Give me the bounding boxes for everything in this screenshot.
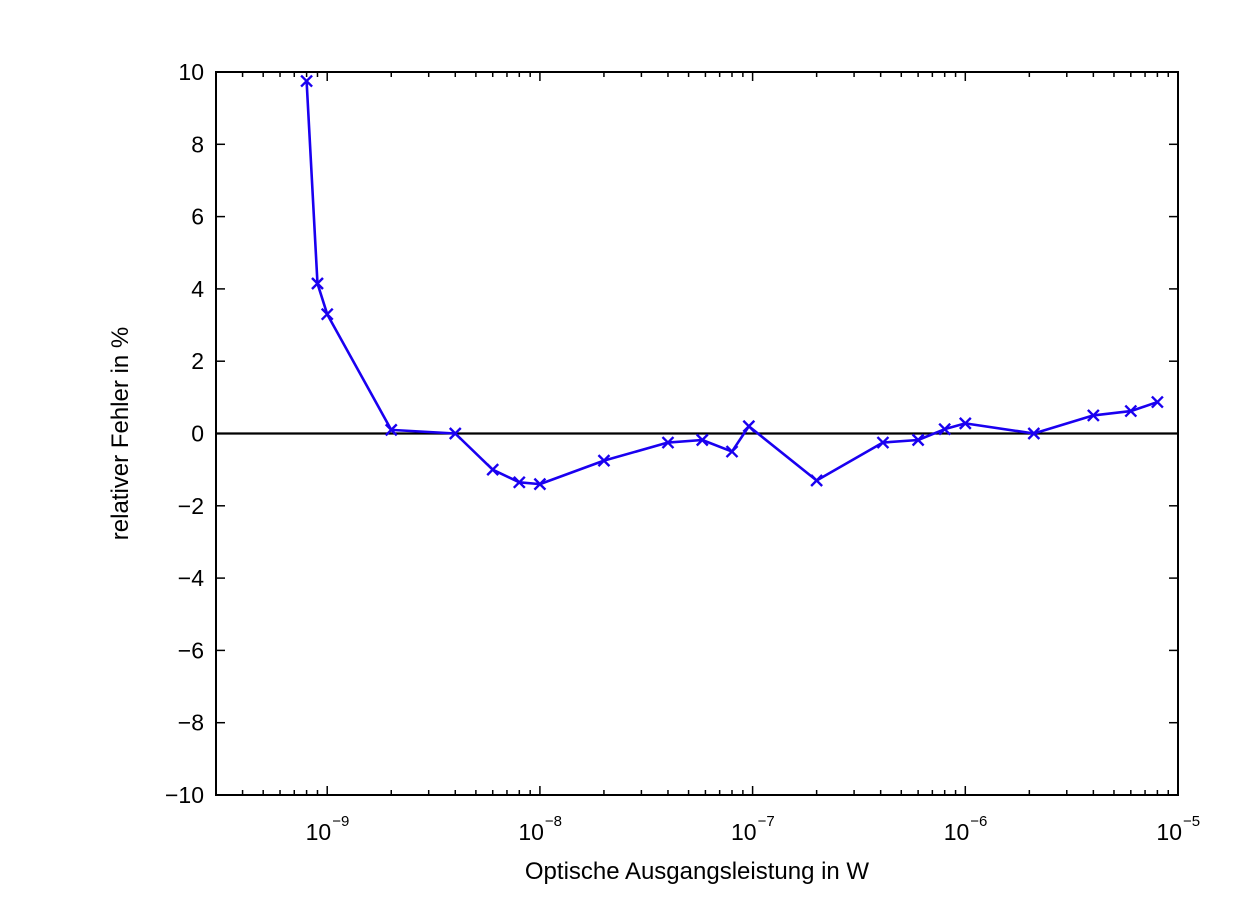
marker-stroke (938, 422, 952, 436)
y-axis-label: relativer Fehler in % (107, 327, 134, 540)
marker-stroke (911, 433, 925, 447)
y-tick-label: −2 (178, 493, 204, 519)
x-tick-label-base: 10 (731, 819, 757, 845)
y-tick-label: 0 (191, 421, 204, 447)
data-point-marker (300, 74, 313, 88)
data-point-marker (911, 433, 925, 447)
y-tick-label: −8 (178, 710, 204, 736)
marker-stroke (1151, 395, 1164, 409)
marker-stroke (742, 419, 756, 433)
x-tick-label-exponent: −7 (758, 813, 775, 830)
marker-stroke (876, 436, 890, 449)
data-point-marker (1151, 395, 1164, 409)
x-tick-label: 10 −9 (306, 813, 350, 845)
marker-stroke (533, 477, 547, 491)
marker-stroke (958, 417, 972, 430)
y-tick-label: −10 (165, 782, 204, 808)
y-tick-label: −6 (178, 637, 204, 663)
x-tick-label: 10 −5 (1156, 813, 1200, 845)
data-point-marker (448, 427, 462, 440)
data-point-marker (810, 474, 823, 487)
data-point-marker (695, 433, 709, 447)
x-tick-label-base: 10 (306, 819, 332, 845)
data-point-marker (597, 454, 611, 467)
data-point-marker (742, 419, 756, 433)
data-point-marker (311, 277, 324, 290)
marker-stroke (661, 436, 675, 449)
marker-stroke (1087, 409, 1100, 422)
marker-stroke (486, 463, 500, 476)
x-tick-label-exponent: −8 (545, 813, 562, 830)
y-tick-labels-group: 10 8 6 4 2 0 −2 −4 −6 −8 −10 (165, 59, 204, 808)
data-point-marker (725, 445, 739, 458)
data-point-marker (876, 436, 890, 449)
data-series-group (300, 74, 1164, 491)
marker-stroke (512, 475, 526, 489)
x-tick-label: 10 −8 (518, 813, 562, 845)
y-tick-label: 10 (178, 59, 204, 85)
x-tick-label-base: 10 (944, 819, 970, 845)
y-tick-label: −4 (178, 565, 204, 591)
marker-stroke (384, 423, 398, 437)
x-tick-label-base: 10 (1156, 819, 1182, 845)
x-tick-label: 10 −6 (944, 813, 988, 845)
marker-stroke (597, 454, 611, 467)
x-tick-label-exponent: −5 (1183, 813, 1200, 830)
x-tick-label-exponent: −6 (970, 813, 987, 830)
data-point-marker (661, 436, 675, 449)
series-line (305, 80, 1158, 486)
marker-stroke (320, 307, 334, 321)
data-point-marker (512, 475, 526, 489)
marker-stroke (695, 433, 709, 447)
data-point-marker (938, 422, 952, 436)
marker-stroke (1124, 404, 1138, 418)
data-point-marker (384, 423, 398, 437)
y-tick-label: 6 (191, 204, 204, 230)
x-axis-label: Optische Ausgangsleistung in W (525, 858, 870, 885)
x-tick-label-base: 10 (518, 819, 544, 845)
x-tick-label-exponent: −9 (332, 813, 349, 830)
x-tick-labels-group: 10 −9 10 −8 10 −7 10 −6 10 −5 (306, 813, 1200, 845)
marker-stroke (300, 74, 313, 88)
data-point-marker (1027, 427, 1041, 440)
x-tick-label: 10 −7 (731, 813, 775, 845)
y-tick-label: 4 (191, 276, 204, 302)
marker-stroke (1027, 427, 1041, 440)
data-point-marker (1124, 404, 1138, 418)
data-point-marker (533, 477, 547, 491)
data-point-marker (958, 417, 972, 430)
marker-stroke (448, 427, 462, 440)
data-point-marker (320, 307, 334, 321)
marker-stroke (311, 277, 324, 290)
data-point-marker (1087, 409, 1100, 422)
data-point-marker (486, 463, 500, 476)
marker-stroke (810, 474, 823, 487)
y-tick-label: 2 (191, 348, 204, 374)
plot-frame (215, 71, 1179, 796)
marker-stroke (725, 445, 739, 458)
y-tick-label: 8 (191, 131, 204, 157)
